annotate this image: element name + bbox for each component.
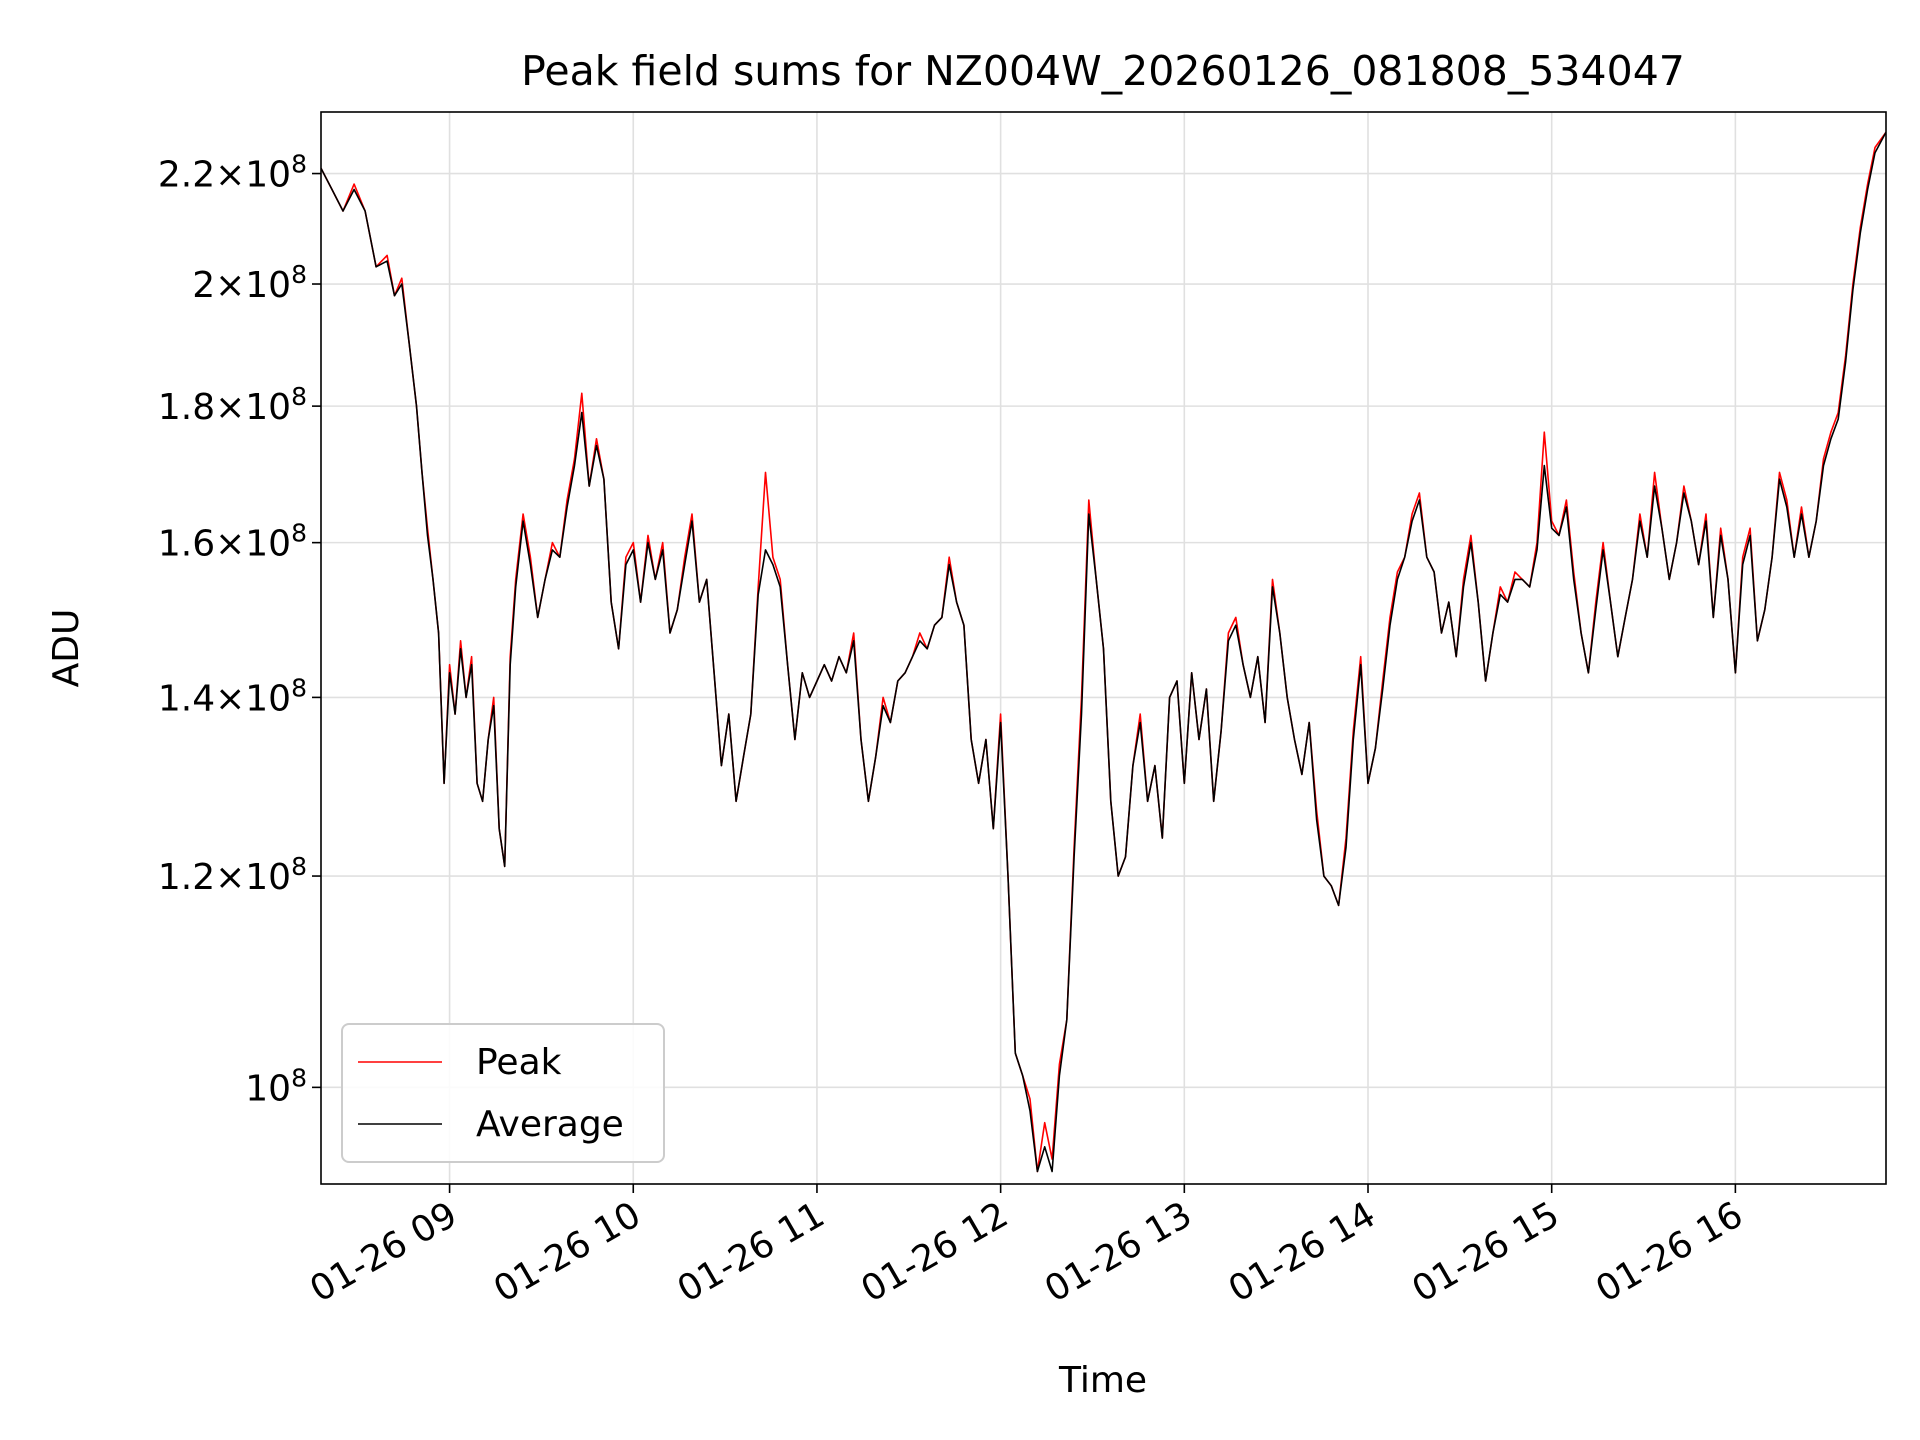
y-tick-mantissa: 1.8 [158, 387, 215, 428]
y-axis: 1081.2×1081.4×1081.6×1081.8×1082×1082.2×… [158, 150, 321, 1109]
y-tick-label: 1.4×108 [158, 673, 307, 719]
y-tick-multiply-sign: × [215, 387, 245, 428]
y-tick-mantissa: 1.6 [158, 524, 215, 565]
y-tick-multiply-sign: × [215, 857, 245, 898]
y-tick-exponent: 8 [291, 382, 307, 411]
y-tick-mantissa: 2.2 [158, 155, 215, 196]
y-tick-multiply-sign: × [215, 678, 245, 719]
y-tick-base: 10 [245, 678, 291, 719]
y-tick-exponent: 8 [291, 519, 307, 548]
y-tick-exponent: 8 [291, 150, 307, 179]
plot-frame [320, 111, 1887, 1185]
y-tick-mantissa: 2 [192, 265, 215, 306]
legend-box [341, 1023, 665, 1163]
y-tick-mantissa: 1.2 [158, 857, 215, 898]
y-tick-multiply-sign: × [215, 265, 245, 306]
x-axis-label: Time [1058, 1360, 1147, 1401]
y-tick-label: 2.2×108 [158, 150, 307, 196]
y-tick-exponent: 8 [291, 852, 307, 881]
y-tick-label: 1.8×108 [158, 382, 307, 428]
y-tick-multiply-sign: × [215, 524, 245, 565]
y-tick-exponent: 8 [291, 1063, 307, 1092]
y-tick-base: 10 [245, 265, 291, 306]
y-tick-multiply-sign: × [215, 155, 245, 196]
chart-title: Peak field sums for NZ004W_20260126_0818… [521, 47, 1685, 95]
y-tick-label: 2×108 [192, 260, 307, 306]
y-tick-label: 1.2×108 [158, 852, 307, 898]
y-tick-base: 10 [245, 857, 291, 898]
legend-label-average: Average [476, 1104, 624, 1145]
series-line-average [321, 131, 1886, 1173]
y-tick-base: 10 [245, 387, 291, 428]
legend-label-peak: Peak [476, 1042, 562, 1083]
y-tick-exponent: 8 [291, 673, 307, 702]
y-axis-label: ADU [46, 609, 87, 688]
y-tick-base: 10 [245, 524, 291, 565]
y-tick-label: 108 [245, 1063, 307, 1109]
y-tick-base: 10 [245, 155, 291, 196]
legend: Peak Average [341, 1023, 665, 1163]
y-tick-mantissa: 1.4 [158, 678, 215, 719]
y-tick-label: 1.6×108 [158, 519, 307, 565]
y-tick-exponent: 8 [291, 260, 307, 289]
series-layer [321, 131, 1886, 1173]
y-tick-base: 10 [245, 1068, 291, 1109]
